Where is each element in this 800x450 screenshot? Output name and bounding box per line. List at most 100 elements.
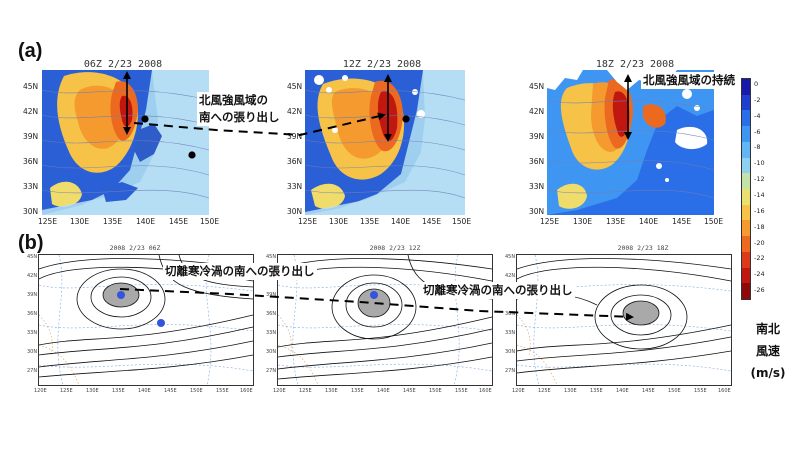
- lat-tick: 36N: [529, 157, 545, 166]
- trend-arrow: [119, 288, 634, 321]
- annotation-line: 北風強風域の: [199, 93, 268, 107]
- lon-tick: 145E: [164, 388, 177, 394]
- colorbar-unit-label: 南北 風速 (m/s): [746, 318, 790, 384]
- lon-tick: 150E: [668, 388, 681, 394]
- lon-tick: 135E: [103, 217, 123, 226]
- lon-tick: 130E: [564, 388, 577, 394]
- lon-tick: 135E: [590, 388, 603, 394]
- lon-tick: 145E: [672, 217, 692, 226]
- lat-tick: 45N: [23, 82, 39, 91]
- lon-tick: 120E: [512, 388, 525, 394]
- lat-tick: 30N: [23, 207, 39, 216]
- lon-tick: 150E: [200, 217, 220, 226]
- annotation-cutoff-low-2: 切離寒冷渦の南への張り出し: [421, 282, 575, 299]
- colorbar-tick-label: -18: [754, 222, 765, 231]
- location-marker: [141, 115, 149, 123]
- lon-tick: 125E: [60, 388, 73, 394]
- colorbar-tick-label: -12: [754, 175, 765, 184]
- colorbar-swatch: [742, 283, 750, 299]
- lon-tick: 155E: [455, 388, 468, 394]
- colorbar-tick-label: -4: [754, 111, 761, 120]
- wind-map-graphic: [304, 70, 466, 215]
- colorbar-swatch: [742, 236, 750, 252]
- lon-tick: 135E: [112, 388, 125, 394]
- lat-tick: 30N: [287, 207, 303, 216]
- lat-tick: 45N: [505, 254, 516, 260]
- colorbar-swatch: [742, 141, 750, 158]
- unit-line: 南北: [755, 322, 780, 336]
- lon-tick: 125E: [298, 217, 318, 226]
- unit-line: (m/s): [750, 366, 786, 380]
- lat-tick: 27N: [266, 368, 277, 374]
- lat-tick: 30N: [505, 349, 516, 355]
- annotation-north-wind-south: 北風強風域の 南への張り出し: [197, 92, 282, 126]
- lon-tick: 145E: [169, 217, 189, 226]
- panel-label-b: (b): [18, 232, 44, 254]
- lon-tick: 160E: [718, 388, 731, 394]
- lat-tick: 45N: [287, 82, 303, 91]
- lon-tick: 120E: [34, 388, 47, 394]
- lon-tick: 130E: [70, 217, 90, 226]
- lat-tick: 33N: [27, 330, 38, 336]
- lon-tick: 135E: [606, 217, 626, 226]
- colorbar-tick-label: -14: [754, 191, 765, 199]
- lon-tick: 130E: [325, 388, 338, 394]
- colorbar-swatch: [742, 251, 750, 268]
- lon-tick: 160E: [240, 388, 253, 394]
- lon-tick: 150E: [429, 388, 442, 394]
- map-title: 2008 2/23 12Z: [369, 244, 421, 252]
- trend-arrow: [133, 112, 386, 137]
- lon-tick: 140E: [138, 388, 151, 394]
- lat-tick: 33N: [23, 182, 39, 191]
- colorbar-tick-label: -20: [754, 238, 765, 247]
- lon-tick: 150E: [704, 217, 724, 226]
- colorbar-ticks: 0 -2 -4 -6 -8 -10 -12 -14 -16 -18 -20 -22 -24 -26: [754, 78, 784, 300]
- map-title: 18Z 2/23 2008: [595, 59, 675, 70]
- lon-tick: 140E: [639, 217, 659, 226]
- colorbar-tick-label: -22: [754, 254, 765, 263]
- lon-tick: 125E: [299, 388, 312, 394]
- lon-tick: 155E: [216, 388, 229, 394]
- lon-tick: 155E: [694, 388, 707, 394]
- colorbar-swatch: [742, 204, 750, 221]
- location-marker: [188, 151, 196, 159]
- lon-tick: 135E: [351, 388, 364, 394]
- colorbar-swatch: [742, 173, 750, 190]
- lon-tick: 125E: [38, 217, 58, 226]
- lat-tick: 36N: [266, 311, 277, 317]
- lon-tick: 135E: [360, 217, 380, 226]
- lat-tick: 36N: [27, 311, 38, 317]
- lon-tick: 140E: [377, 388, 390, 394]
- lat-tick: 27N: [505, 368, 516, 374]
- colorbar-tick-label: -8: [754, 143, 761, 152]
- colorbar-tick-label: 0: [754, 80, 759, 88]
- lat-tick: 42N: [27, 273, 38, 279]
- lat-tick: 30N: [529, 207, 545, 216]
- lat-tick: 45N: [27, 254, 38, 260]
- lat-tick: 39N: [266, 292, 277, 298]
- colorbar-swatch: [742, 220, 750, 237]
- lon-tick: 130E: [573, 217, 593, 226]
- lon-tick: 125E: [540, 217, 560, 226]
- lat-tick: 39N: [27, 292, 38, 298]
- lat-tick: 42N: [23, 107, 39, 116]
- lon-tick: 120E: [273, 388, 286, 394]
- lat-tick: 33N: [266, 330, 277, 336]
- lat-tick: 42N: [505, 273, 516, 279]
- lat-tick: 42N: [287, 107, 303, 116]
- annotation-line: 南への張り出し: [199, 110, 280, 124]
- colorbar-tick-label: -16: [754, 206, 765, 215]
- location-marker: [402, 115, 410, 123]
- lat-tick: 45N: [266, 254, 277, 260]
- colorbar-swatch: [742, 126, 750, 142]
- lon-tick: 150E: [452, 217, 472, 226]
- lon-tick: 140E: [616, 388, 629, 394]
- lat-tick: 39N: [23, 132, 39, 141]
- colorbar-tick-label: -26: [754, 286, 765, 295]
- colorbar-swatch: [742, 157, 750, 174]
- map-title: 06Z 2/23 2008: [83, 59, 163, 70]
- annotation-north-wind-persist: 北風強風域の持続: [641, 72, 737, 89]
- colorbar-swatch: [742, 189, 750, 205]
- map-title: 2008 2/23 06Z: [109, 244, 161, 252]
- panel-label-a: (a): [18, 40, 43, 62]
